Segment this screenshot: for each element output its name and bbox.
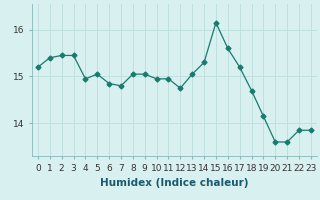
X-axis label: Humidex (Indice chaleur): Humidex (Indice chaleur) xyxy=(100,178,249,188)
